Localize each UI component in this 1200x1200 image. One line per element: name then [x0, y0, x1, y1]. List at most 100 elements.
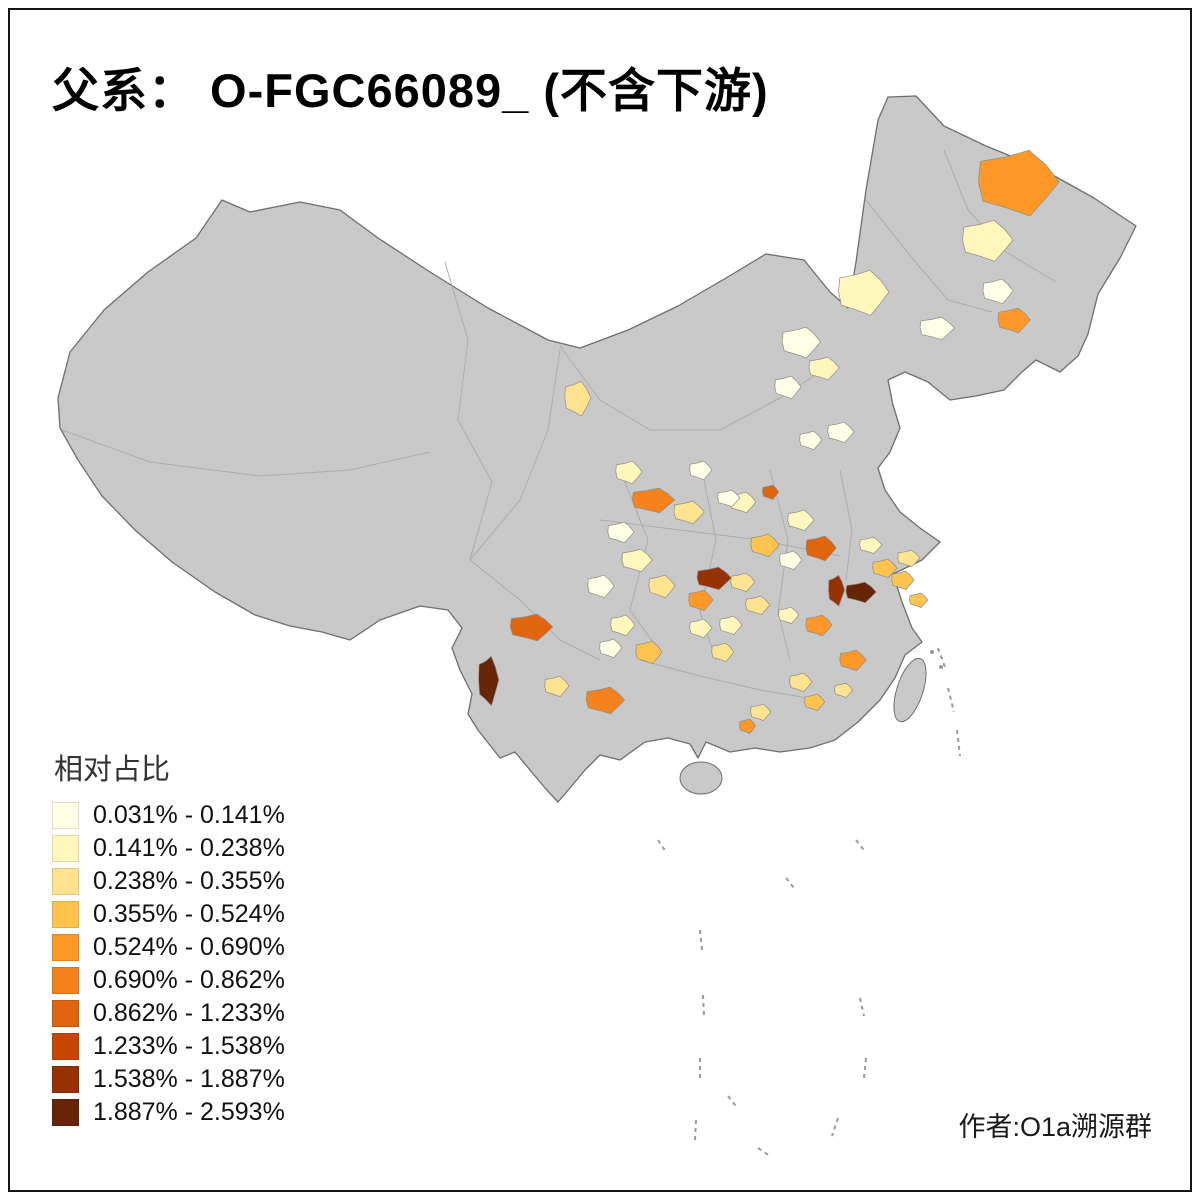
prefecture-region [804, 693, 826, 711]
sea-boundary-dash [727, 1095, 737, 1107]
legend-label: 0.031% - 0.141% [93, 801, 285, 829]
prefecture-region [919, 316, 955, 341]
prefecture-region [631, 487, 676, 514]
prefecture-region [509, 613, 554, 642]
prefecture-region [982, 278, 1014, 305]
prefecture-region [689, 460, 713, 480]
sea-boundary-dash [694, 1119, 697, 1141]
prefecture-region [859, 536, 883, 554]
coastal-island [930, 650, 934, 654]
province-border [865, 199, 993, 313]
prefecture-region [478, 655, 500, 706]
legend-label: 1.887% - 2.593% [93, 1098, 285, 1126]
prefecture-region [610, 614, 636, 637]
sea-boundary-dash [937, 647, 947, 671]
prefecture-region [717, 489, 741, 507]
province-border [444, 261, 493, 561]
legend-swatch [52, 1066, 79, 1093]
prefecture-region [719, 615, 743, 635]
prefecture-region [778, 606, 800, 624]
province-border [769, 469, 791, 661]
prefecture-region [808, 356, 840, 381]
prefecture-region [585, 686, 625, 715]
prefecture-region [648, 574, 676, 599]
legend-label: 0.524% - 0.690% [93, 933, 285, 961]
province-border [61, 429, 431, 477]
legend-label: 0.862% - 1.233% [93, 999, 285, 1027]
sea-boundary-dash [859, 997, 865, 1017]
legend: 相对占比 0.031% - 0.141% 0.141% - 0.238% 0.238… [52, 746, 285, 1132]
legend-item: 0.141% - 0.238% [52, 835, 285, 862]
legend-swatch [52, 868, 79, 895]
legend-label: 1.538% - 1.887% [93, 1065, 285, 1093]
prefecture-region [696, 566, 732, 591]
legend-item: 0.355% - 0.524% [52, 901, 285, 928]
map-title: 父系： O-FGC66089_ (不含下游) [52, 64, 769, 117]
prefecture-region [962, 219, 1014, 262]
prefecture-region [779, 550, 803, 570]
prefecture-region [711, 642, 735, 662]
legend-items: 0.031% - 0.141% 0.141% - 0.238% 0.238% - 0… [52, 802, 285, 1126]
prefecture-region [587, 574, 615, 599]
legend-swatch [52, 901, 79, 928]
legend-swatch [52, 802, 79, 829]
prefecture-region [997, 307, 1031, 334]
sea-boundary-dash [863, 1057, 867, 1079]
attribution-text: 作者:O1a溯源群 [958, 1112, 1152, 1142]
legend-label: 0.355% - 0.524% [93, 900, 285, 928]
prefecture-region [891, 570, 915, 590]
prefecture-region [564, 380, 592, 417]
sea-boundary-dash [757, 1147, 771, 1157]
legend-item: 0.524% - 0.690% [52, 934, 285, 961]
prefecture-region [762, 484, 779, 500]
sea-boundary-dash [956, 729, 961, 757]
prefecture-region [750, 703, 772, 721]
prefecture-region [787, 509, 815, 532]
prefecture-region [673, 500, 705, 525]
prefecture-region [607, 521, 635, 544]
legend-title: 相对占比 [54, 754, 171, 786]
prefecture-region [827, 421, 855, 444]
legend-swatch [52, 1000, 79, 1027]
prefecture-region [750, 533, 780, 558]
prefecture-region [978, 149, 1060, 217]
legend-label: 0.238% - 0.355% [93, 867, 285, 895]
legend-swatch [52, 1099, 79, 1126]
prefecture-region [909, 592, 929, 608]
prefecture-region [730, 572, 756, 592]
prefecture-region [897, 549, 921, 567]
taiwan-island [893, 657, 927, 723]
prefecture-region [789, 672, 813, 692]
legend-item: 1.233% - 1.538% [52, 1033, 285, 1060]
legend-swatch [52, 967, 79, 994]
legend-item: 0.690% - 0.862% [52, 967, 285, 994]
prefecture-region [799, 430, 823, 450]
hainan-island [679, 761, 723, 795]
prefecture-region [805, 535, 837, 562]
prefecture-region [745, 595, 771, 615]
legend-label: 0.690% - 0.862% [93, 966, 285, 994]
prefecture-region [544, 675, 570, 698]
legend-item: 1.538% - 1.887% [52, 1066, 285, 1093]
sea-boundary-dash [702, 994, 705, 1016]
sea-boundary-dash [947, 687, 955, 713]
legend-swatch [52, 934, 79, 961]
province-border [839, 469, 853, 581]
legend-item: 0.238% - 0.355% [52, 868, 285, 895]
sea-boundary-dash [699, 929, 703, 951]
legend-swatch [52, 835, 79, 862]
prefecture-region [845, 581, 877, 604]
province-border [599, 519, 841, 557]
legend-label: 0.141% - 0.238% [93, 834, 285, 862]
legend-item: 0.862% - 1.233% [52, 1000, 285, 1027]
prefecture-region [872, 558, 898, 578]
prefecture-region [621, 548, 653, 573]
province-border [469, 349, 561, 561]
prefecture-region [839, 649, 867, 672]
prefecture-region [838, 269, 890, 316]
sea-boundary-dash [831, 1117, 839, 1137]
legend-label: 1.233% - 1.538% [93, 1032, 285, 1060]
prefecture-region [828, 574, 845, 607]
